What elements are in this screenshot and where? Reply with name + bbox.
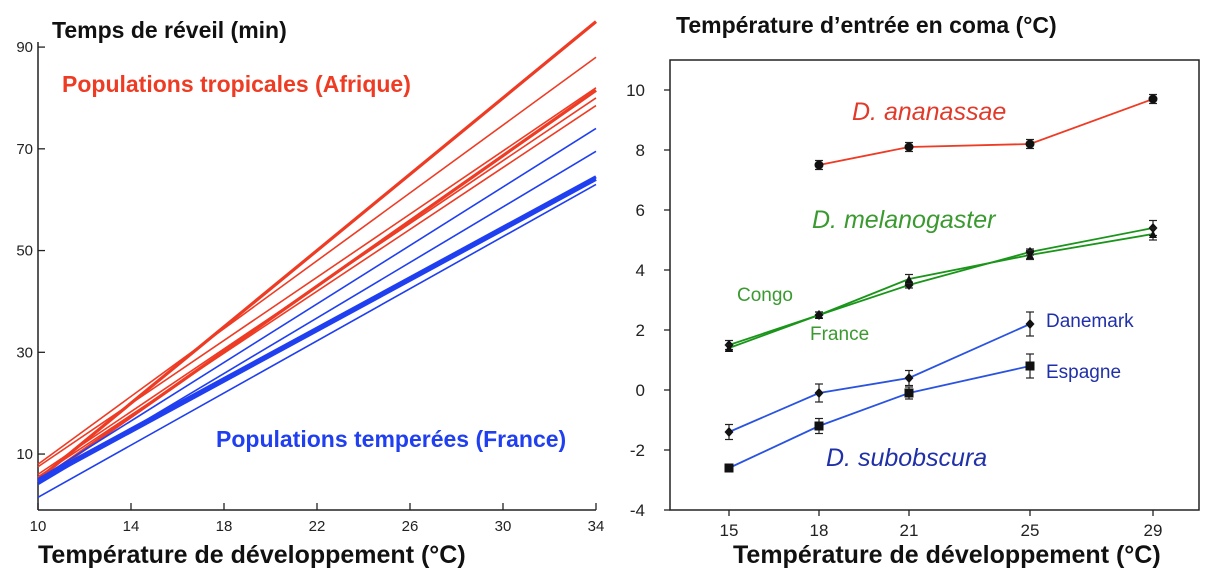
data-point-square	[814, 421, 824, 431]
left-x-tick-label: 10	[30, 518, 47, 535]
data-point-diamond	[814, 388, 824, 398]
right-x-tick-label: 21	[900, 521, 919, 540]
temperate-populations-label: Populations temperées (France)	[216, 426, 566, 452]
right-y-tick-label: -4	[630, 501, 645, 520]
data-point-triangle	[905, 275, 913, 283]
data-point-square	[904, 388, 914, 398]
left-x-tick-label: 22	[309, 518, 326, 535]
tropical-population-line	[37, 97, 597, 476]
right-y-tick-label: 8	[636, 141, 645, 160]
left-x-tick-label: 34	[588, 518, 605, 535]
right-y-tick-label: 2	[636, 321, 645, 340]
left-ticks: 10 14 18 22 26 30 34 10 30 50 70 90	[16, 39, 604, 535]
data-point-diamond	[904, 373, 914, 383]
data-point-triangle	[1149, 230, 1157, 238]
left-y-tick-label: 10	[16, 446, 33, 463]
right-y-tick-label: -2	[630, 441, 645, 460]
temperate-population-line	[37, 175, 597, 481]
left-y-tick-label: 50	[16, 243, 33, 260]
tropical-population-line	[37, 56, 597, 465]
right-x-tick-label: 15	[720, 521, 739, 540]
left-y-tick-label: 90	[16, 39, 33, 56]
right-chart: Température d’entrée en coma (°C) 15 18 21…	[626, 12, 1200, 569]
tropical-population-line	[37, 104, 597, 478]
population-label-congo: Congo	[737, 285, 793, 306]
population-label-danemark: Danemark	[1046, 311, 1134, 332]
data-point-square	[724, 463, 734, 473]
left-chart: Temps de réveil (min) 10 14 18 22 26 30 34 10 30…	[16, 17, 604, 569]
left-series-lines	[36, 20, 598, 498]
species-label-ananassae: D. ananassae	[852, 98, 1006, 126]
data-point-triangle	[815, 311, 823, 319]
temperate-population-line	[37, 177, 597, 484]
right-x-tick-label: 29	[1144, 521, 1163, 540]
left-y-tick-label: 70	[16, 141, 33, 158]
series-line	[818, 98, 1154, 166]
right-x-tick-label: 18	[810, 521, 829, 540]
right-y-tick-label: 0	[636, 381, 645, 400]
data-point-square	[1025, 361, 1035, 371]
temperate-population-line	[37, 127, 597, 481]
left-x-tick-label: 26	[402, 518, 419, 535]
data-point-circle	[1148, 94, 1158, 104]
left-x-tick-label: 18	[216, 518, 233, 535]
right-x-axis-title: Température de développement (°C)	[733, 541, 1161, 569]
right-chart-title: Température d’entrée en coma (°C)	[676, 12, 1057, 38]
right-plot-frame	[669, 59, 1200, 511]
series-line	[728, 323, 1031, 433]
tropical-population-line	[37, 87, 597, 468]
left-y-tick-label: 30	[16, 344, 33, 361]
right-y-tick-label: 4	[636, 261, 645, 280]
temperate-population-line	[37, 183, 597, 498]
species-label-subobscura: D. subobscura	[826, 444, 987, 472]
data-point-diamond	[1025, 319, 1035, 329]
tropical-populations-label: Populations tropicales (Afrique)	[62, 71, 411, 97]
series-line	[728, 365, 1031, 469]
data-point-diamond	[724, 427, 734, 437]
left-x-tick-label: 14	[123, 518, 140, 535]
data-point-circle	[1025, 139, 1035, 149]
right-ticks: 15 18 21 25 29 -4 -2 0 2 4 6 8 10	[626, 81, 1162, 540]
left-x-tick-label: 30	[495, 518, 512, 535]
left-chart-title: Temps de réveil (min)	[52, 17, 287, 43]
data-point-circle	[904, 142, 914, 152]
data-point-triangle	[1026, 251, 1034, 259]
population-label-espagne: Espagne	[1046, 362, 1121, 383]
right-x-tick-label: 25	[1021, 521, 1040, 540]
species-label-melanogaster: D. melanogaster	[812, 206, 997, 234]
population-label-france: France	[810, 324, 869, 345]
left-x-axis-title: Température de développement (°C)	[38, 541, 466, 569]
data-point-triangle	[725, 344, 733, 352]
right-series	[724, 93, 1158, 473]
data-point-circle	[814, 160, 824, 170]
right-y-tick-label: 10	[626, 81, 645, 100]
right-y-tick-label: 6	[636, 201, 645, 220]
